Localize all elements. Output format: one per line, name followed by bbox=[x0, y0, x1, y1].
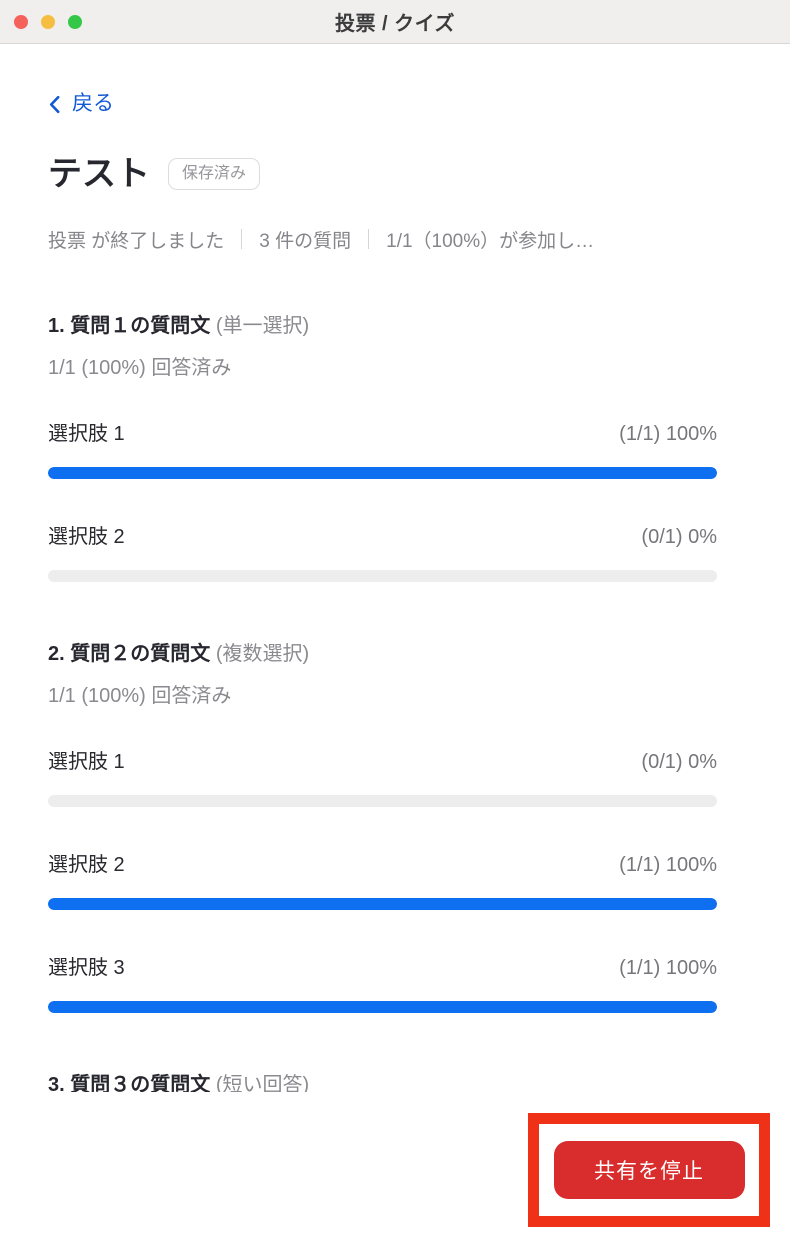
question-heading: 3. 質問３の質問文 (短い回答) bbox=[48, 1070, 717, 1092]
question-block: 2. 質問２の質問文 (複数選択) 1/1 (100%) 回答済み 選択肢 1 … bbox=[48, 639, 717, 1013]
option-result: (0/1) 0% bbox=[641, 526, 717, 548]
status-divider bbox=[368, 229, 370, 249]
progress-bar-track bbox=[48, 1001, 717, 1013]
traffic-lights bbox=[14, 0, 82, 44]
progress-bar-fill bbox=[48, 1001, 717, 1013]
option-row: 選択肢 2 (0/1) 0% bbox=[48, 522, 717, 552]
question-answered-count: 1/1 (100%) 回答済み bbox=[48, 685, 232, 707]
question-text: 3. 質問３の質問文 bbox=[48, 1074, 211, 1092]
progress-bar-fill bbox=[48, 898, 717, 910]
option-row: 選択肢 1 (1/1) 100% bbox=[48, 419, 717, 449]
option-row: 選択肢 2 (1/1) 100% bbox=[48, 850, 717, 880]
poll-results-content: 戻る テスト 保存済み 投票 が終了しました 3 件の質問 1/1（100%）が… bbox=[48, 45, 717, 1092]
minimize-window-button[interactable] bbox=[41, 15, 55, 29]
option-label: 選択肢 2 bbox=[48, 526, 125, 548]
question-answered-count: 1/1 (100%) 回答済み bbox=[48, 357, 232, 379]
option-result: (0/1) 0% bbox=[641, 751, 717, 773]
question-heading: 1. 質問１の質問文 (単一選択) bbox=[48, 311, 717, 341]
stop-share-highlight-annotation: 共有を停止 bbox=[528, 1113, 770, 1227]
status-ended: 投票 が終了しました bbox=[48, 230, 225, 252]
option-label: 選択肢 2 bbox=[48, 854, 125, 876]
question-type-label: (短い回答) bbox=[215, 1074, 310, 1092]
stop-share-button[interactable]: 共有を停止 bbox=[553, 1141, 745, 1199]
question-block: 1. 質問１の質問文 (単一選択) 1/1 (100%) 回答済み 選択肢 1 … bbox=[48, 311, 717, 582]
progress-bar-track bbox=[48, 467, 717, 479]
question-text: 1. 質問１の質問文 bbox=[48, 315, 211, 337]
progress-bar-track bbox=[48, 570, 717, 582]
back-button[interactable]: 戻る bbox=[48, 90, 114, 118]
saved-badge: 保存済み bbox=[168, 158, 261, 190]
option-label: 選択肢 1 bbox=[48, 423, 125, 445]
option-row: 選択肢 3 (1/1) 100% bbox=[48, 953, 717, 983]
poll-option: 選択肢 2 (1/1) 100% bbox=[48, 850, 717, 910]
progress-bar-track bbox=[48, 898, 717, 910]
question-type-label: (複数選択) bbox=[215, 643, 310, 665]
titlebar: 投票 / クイズ bbox=[0, 0, 790, 44]
option-result: (1/1) 100% bbox=[619, 957, 717, 979]
poll-option: 選択肢 1 (1/1) 100% bbox=[48, 419, 717, 479]
title-row: テスト 保存済み bbox=[48, 150, 717, 198]
option-row: 選択肢 1 (0/1) 0% bbox=[48, 747, 717, 777]
question-type-label: (単一選択) bbox=[215, 315, 310, 337]
status-participation: 1/1（100%）が参加し… bbox=[386, 230, 595, 252]
option-result: (1/1) 100% bbox=[619, 854, 717, 876]
poll-status: 投票 が終了しました 3 件の質問 1/1（100%）が参加し… bbox=[48, 224, 717, 254]
back-label: 戻る bbox=[72, 92, 114, 115]
progress-bar-track bbox=[48, 795, 717, 807]
option-label: 選択肢 1 bbox=[48, 751, 125, 773]
option-label: 選択肢 3 bbox=[48, 957, 125, 979]
status-question-count: 3 件の質問 bbox=[259, 230, 352, 252]
poll-option: 選択肢 1 (0/1) 0% bbox=[48, 747, 717, 807]
chevron-left-icon bbox=[48, 95, 61, 114]
poll-title: テスト bbox=[48, 155, 150, 193]
question-text: 2. 質問２の質問文 bbox=[48, 643, 211, 665]
progress-bar-fill bbox=[48, 467, 717, 479]
close-window-button[interactable] bbox=[14, 15, 28, 29]
window-title: 投票 / クイズ bbox=[334, 13, 456, 35]
question-heading: 2. 質問２の質問文 (複数選択) bbox=[48, 639, 717, 669]
zoom-window-button[interactable] bbox=[68, 15, 82, 29]
question-block: 3. 質問３の質問文 (短い回答) bbox=[48, 1070, 717, 1092]
option-result: (1/1) 100% bbox=[619, 423, 717, 445]
status-divider bbox=[241, 229, 243, 249]
poll-option: 選択肢 2 (0/1) 0% bbox=[48, 522, 717, 582]
poll-option: 選択肢 3 (1/1) 100% bbox=[48, 953, 717, 1013]
